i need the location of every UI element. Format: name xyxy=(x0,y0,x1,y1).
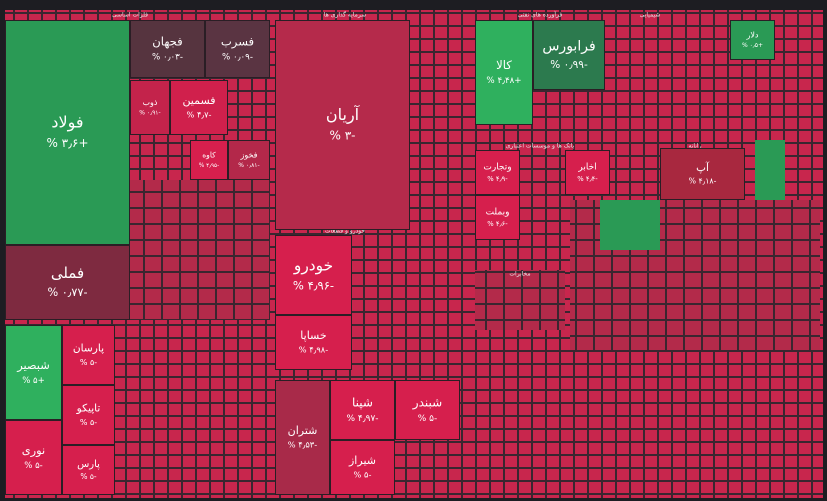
tile-change: -۵ % xyxy=(80,418,97,427)
tile xyxy=(62,325,115,385)
tile xyxy=(130,80,170,135)
tile-change: -۴٫۹۶ % xyxy=(293,278,334,292)
tile-name: ذوب xyxy=(143,98,158,107)
tile-name: شپنا xyxy=(352,395,373,409)
tile xyxy=(475,20,533,125)
tile-change: -۰٫۹۱ % xyxy=(139,110,160,117)
background-cells xyxy=(130,180,270,320)
tile-name: شبندر xyxy=(412,395,442,410)
tile-change: -۵ % xyxy=(80,472,97,481)
tile-name: آریان xyxy=(326,105,361,125)
tile-name: فسرب xyxy=(221,35,254,50)
tile xyxy=(475,150,520,195)
tile-name: فخوز xyxy=(240,151,258,160)
tile-change: -۵ % xyxy=(418,414,438,424)
background-cells xyxy=(475,270,565,330)
tile xyxy=(62,445,115,495)
tile xyxy=(5,20,130,245)
tile-change: -۴٫۷ % xyxy=(187,110,212,120)
tile-name: شتران xyxy=(288,424,318,437)
tile-change: -۰٫۸۱ % xyxy=(238,162,259,169)
tile-change: -۰٫۰۳ % xyxy=(152,53,183,63)
sector-header: فلزات اساسی xyxy=(112,12,148,19)
tile-change: -۴٫۹۵ % xyxy=(199,163,219,169)
tile-change: -۴٫۹ % xyxy=(487,175,508,183)
sector-header: بانک ها و موسسات اعتباری xyxy=(506,143,575,150)
tile-change: +۰٫۵ % xyxy=(742,42,763,49)
sector-header: سرمایه گذاری ها xyxy=(324,11,366,19)
tile-change: +۳٫۶ % xyxy=(46,136,88,150)
tile-name: وتجارت xyxy=(483,163,511,173)
tile-change: -۳ % xyxy=(329,129,355,143)
tile-name: فولاد xyxy=(51,112,83,132)
tile-change: -۴٫۱۸ % xyxy=(689,176,717,185)
tile-change: -۰٫۹۹ % xyxy=(550,59,588,71)
tile-name: کاوه xyxy=(202,150,216,159)
sector-header: فرآورده های نفتی xyxy=(518,10,563,19)
tile-name: وبملت xyxy=(486,208,510,218)
tile xyxy=(130,20,205,78)
tile xyxy=(205,20,270,78)
tile-name: خودرو xyxy=(293,256,333,274)
tile-change: -۰٫۷۷ % xyxy=(47,286,87,299)
tile xyxy=(730,20,775,60)
tile-change: -۴٫۵۳ % xyxy=(288,440,317,450)
tile-change: -۵ % xyxy=(80,358,97,367)
tile-change: +۵ % xyxy=(22,376,45,386)
tile xyxy=(5,325,62,420)
tile-name: شبصیر xyxy=(16,358,50,373)
tile-name: خساپا xyxy=(300,329,326,342)
tile-name: فجهان xyxy=(152,35,182,49)
tile-name: دلار xyxy=(746,31,759,40)
tile-name: پارسان xyxy=(73,343,104,355)
tile xyxy=(330,380,395,440)
background-cells xyxy=(600,200,660,250)
sector-header: رایانه xyxy=(689,143,702,150)
tile xyxy=(170,80,228,135)
tile-name: شیراز xyxy=(348,454,376,467)
tile-change: -۵ % xyxy=(354,470,372,480)
tile xyxy=(660,148,745,200)
tile-name: آپ xyxy=(696,161,710,174)
tile xyxy=(275,315,352,370)
tile xyxy=(275,20,410,230)
tile xyxy=(475,195,520,240)
tile xyxy=(565,150,610,195)
tile-name: کالا xyxy=(496,58,512,72)
sector-header: خودرو و قطعات xyxy=(325,228,365,235)
tile-change: -۴٫۹۷ % xyxy=(346,414,378,424)
tile-name: پارس xyxy=(77,459,100,470)
tile-change: -۵ % xyxy=(24,461,43,471)
tile xyxy=(533,20,605,90)
tile-change: -۴٫۴ % xyxy=(577,175,598,183)
tile-change: -۴٫۹۸ % xyxy=(299,345,328,355)
tile xyxy=(5,245,130,320)
tile-name: فسمین xyxy=(182,94,215,107)
tile-name: فرابورس xyxy=(542,39,595,55)
background-cells xyxy=(755,140,785,200)
tile-name: فملی xyxy=(51,264,84,282)
tile-name: اخابر xyxy=(577,163,596,173)
tile xyxy=(190,140,228,180)
sector-header: شیمیایی xyxy=(640,12,661,19)
tile-change: -۰٫۰۹ % xyxy=(222,53,253,63)
tile xyxy=(275,235,352,315)
tile-change: -۴٫۶ % xyxy=(487,220,508,228)
sector-header: مخابرات xyxy=(509,271,530,278)
tile-name: تاپیکو xyxy=(76,403,101,415)
tile-name: نوری xyxy=(22,443,45,458)
tile xyxy=(330,440,395,495)
tile-change: +۴٫۴۸ % xyxy=(486,76,521,86)
tile xyxy=(395,380,460,440)
tile xyxy=(275,380,330,495)
tile xyxy=(62,385,115,445)
tile xyxy=(228,140,270,180)
tile xyxy=(5,420,62,495)
